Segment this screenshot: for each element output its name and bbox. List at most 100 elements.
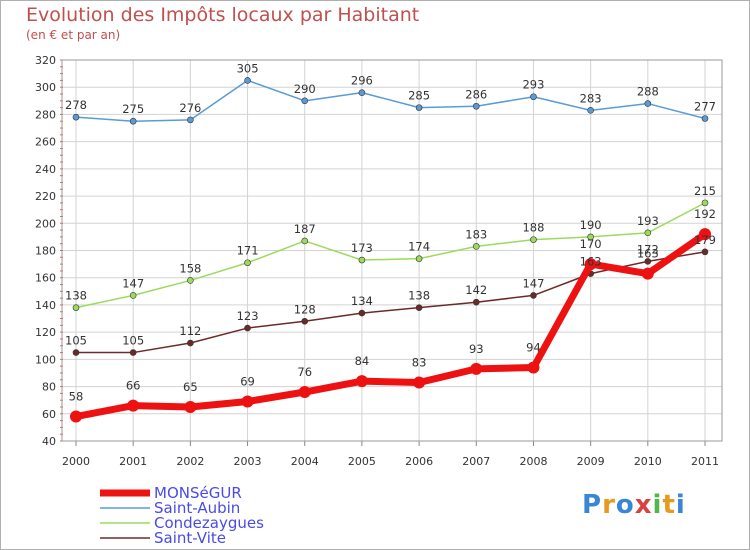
x-tick-label: 2001 [119,455,147,468]
data-point-saint_aubin [530,93,537,101]
data-point-condezaygues [187,277,194,284]
data-label-condezaygues: 147 [122,276,144,290]
data-label-saint_vite: 172 [637,242,659,256]
data-point-monsegur [127,399,140,412]
data-point-monsegur [355,375,368,388]
data-point-saint_vite [530,292,537,299]
logo-letter: o [615,490,635,520]
x-tick-label: 2003 [234,455,262,468]
data-point-condezaygues [472,243,480,250]
data-label-saint_aubin: 285 [408,89,430,103]
legend-label-condezaygues: Condezaygues [154,514,264,532]
y-tick-label: 100 [35,353,56,366]
data-point-saint_aubin [72,113,80,121]
y-tick-label: 140 [35,299,56,312]
data-point-condezaygues [72,304,80,311]
y-tick-label: 180 [35,245,56,258]
legend-label-monsegur: MONSéGUR [154,484,242,502]
y-tick-label: 300 [35,81,56,94]
data-point-saint_vite [358,309,366,317]
data-point-saint_vite [72,349,80,356]
data-label-monsegur: 192 [694,207,716,221]
plot-area [61,59,723,442]
data-point-monsegur [70,410,82,423]
data-point-saint_vite [415,304,423,311]
data-label-monsegur: 170 [580,237,602,251]
data-point-monsegur [699,228,711,241]
data-point-condezaygues [244,259,251,267]
data-point-saint_aubin [244,77,251,84]
data-label-condezaygues: 193 [637,214,659,228]
data-point-condezaygues [530,236,537,243]
y-tick-label: 80 [42,381,56,394]
data-label-monsegur: 163 [637,247,659,261]
data-label-saint_aubin: 288 [637,85,659,99]
data-point-saint_aubin [472,102,480,110]
data-label-saint_aubin: 305 [237,61,259,75]
series-line-monsegur [75,231,707,420]
x-tick-label: 2011 [691,455,719,468]
data-point-condezaygues [415,255,423,262]
data-label-saint_vite: 142 [465,283,487,297]
x-tick-label: 2000 [62,455,90,468]
y-tick-label: 220 [35,190,56,203]
logo-letter: x [634,490,653,520]
data-label-monsegur: 65 [183,380,198,394]
data-label-saint_aubin: 277 [694,100,716,114]
data-point-saint_vite [129,349,137,356]
data-label-condezaygues: 138 [65,289,87,303]
series-line-condezaygues [75,202,706,309]
logo-letter: t [662,490,676,520]
data-label-saint_vite: 138 [408,289,430,303]
data-point-monsegur [241,395,254,408]
data-label-condezaygues: 174 [408,240,430,254]
legend-label-saint_vite: Saint-Vite [154,529,226,547]
data-label-monsegur: 69 [240,375,255,389]
data-label-condezaygues: 158 [179,261,201,275]
data-label-saint_vite: 163 [580,255,602,269]
series-line-saint_aubin [75,79,706,122]
data-point-saint_aubin [301,97,309,105]
x-tick-label: 2006 [405,455,433,468]
data-label-condezaygues: 190 [580,218,602,232]
data-label-saint_vite: 179 [694,233,716,247]
data-point-monsegur [298,386,311,399]
logo-letter: r [602,490,616,520]
y-tick-label: 200 [35,217,56,230]
data-label-saint_aubin: 275 [122,102,144,116]
data-point-saint_aubin [187,116,194,124]
data-point-monsegur [641,267,654,280]
data-point-saint_aubin [415,104,423,111]
chart-title: Evolution des Impôts locaux par Habitant [26,4,420,26]
x-tick-label: 2008 [519,455,547,468]
data-label-monsegur: 94 [526,341,541,355]
data-point-monsegur [184,400,197,413]
y-tick-label: 40 [42,435,56,448]
data-label-saint_vite: 128 [294,302,316,316]
data-point-saint_vite [644,258,652,265]
data-label-saint_vite: 147 [522,276,544,290]
logo-letter: i [675,490,686,520]
data-label-monsegur: 93 [469,342,484,356]
data-point-monsegur [413,376,426,389]
data-point-saint_aubin [644,100,652,107]
data-label-saint_aubin: 278 [65,98,87,112]
data-point-saint_vite [187,339,194,347]
data-label-monsegur: 58 [69,390,84,404]
data-point-condezaygues [701,199,709,207]
x-tick-label: 2002 [176,455,204,468]
data-label-condezaygues: 215 [694,184,716,198]
data-label-saint_aubin: 293 [522,78,544,92]
series-line-saint_vite [76,251,706,354]
legend-label-saint_aubin: Saint-Aubin [154,499,240,517]
data-label-saint_aubin: 286 [465,87,487,101]
data-point-saint_aubin [358,89,366,96]
data-label-monsegur: 76 [297,365,312,379]
data-label-monsegur: 83 [412,355,427,369]
data-point-condezaygues [129,292,137,299]
data-point-condezaygues [587,233,594,241]
data-point-saint_aubin [129,117,137,125]
data-label-saint_vite: 112 [179,324,201,338]
data-point-monsegur [527,361,540,374]
